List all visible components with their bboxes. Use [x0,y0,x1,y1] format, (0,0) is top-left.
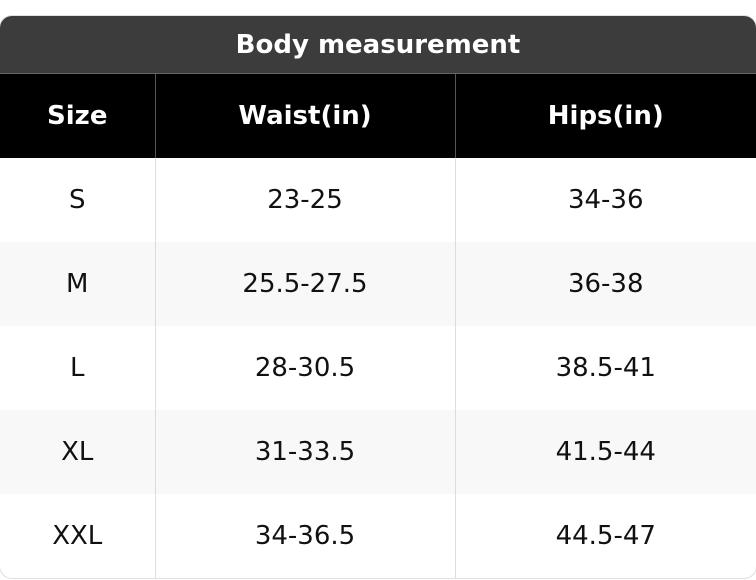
header-cell: Waist(in) [155,74,456,158]
table-cell: 41.5-44 [455,410,756,494]
table-cell: S [0,158,156,242]
size-table-card: Body measurement Size Waist(in) Hips(in) S… [0,16,756,578]
table-cell: 31-33.5 [155,410,456,494]
table-row: XXL 34-36.5 44.5-47 [0,494,756,578]
table-cell: M [0,242,156,326]
table-body: S 23-25 34-36 M 25.5-27.5 36-38 L 28-30.5 38.5-4… [0,158,756,578]
table-cell: XXL [0,494,156,578]
table-cell: 25.5-27.5 [155,242,456,326]
table-cell: 34-36 [567,185,644,215]
table-cell: 28-30.5 [155,326,456,410]
table-cell: L [0,326,156,410]
table-cell: 34-36.5 [155,494,456,578]
header-cell: Hips(in) [455,74,756,158]
table-row: XL 31-33.5 41.5-44 [0,410,756,494]
size-table: Size Waist(in) Hips(in) S 23-25 34-36 M 25.5-2… [0,74,756,578]
header-row: Size Waist(in) Hips(in) [0,74,756,158]
table-row: S 23-25 34-36 [0,158,756,242]
table-cell: 23-25 [155,158,456,242]
table-cell: 36-38 [455,242,756,326]
header-cell: Size [0,74,156,158]
table-cell: 44.5-47 [555,521,656,551]
table-title: Body measurement [0,16,756,74]
table-row: M 25.5-27.5 36-38 [0,242,756,326]
table-row: L 28-30.5 38.5-41 [0,326,756,410]
table-cell: 38.5-41 [555,353,656,383]
table-cell: XL [0,410,156,494]
